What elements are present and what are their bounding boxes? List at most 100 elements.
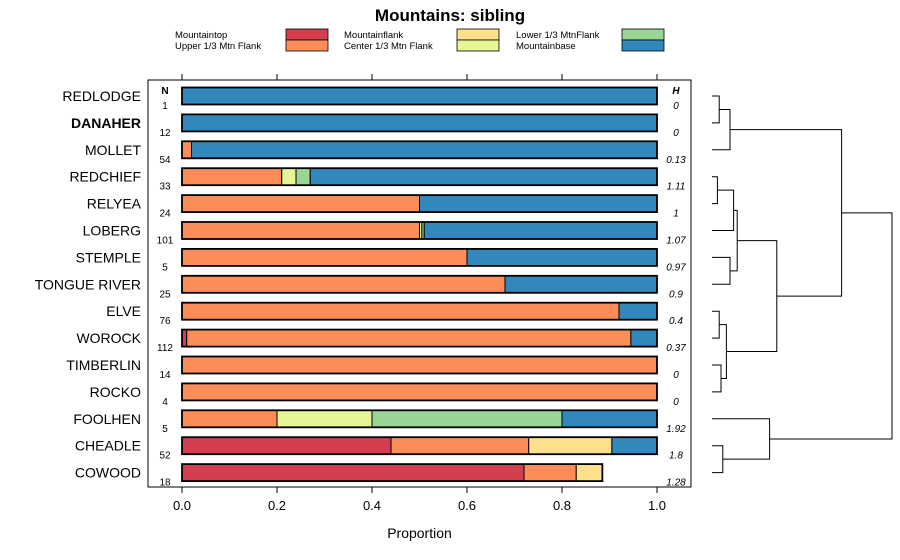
row-h-value: 1.07 <box>666 236 686 247</box>
row-h-value: 0.9 <box>669 289 683 300</box>
row-label: RELYEA <box>87 196 142 212</box>
bar-row-foolhen: FOOLHEN 5 1.92 <box>73 409 686 435</box>
bar-segment-upper-1-3-mtn-flank <box>181 382 658 401</box>
bar-outline <box>181 194 658 214</box>
dendrogram-link <box>712 108 731 151</box>
bar-segment-upper-1-3-mtn-flank <box>181 167 283 186</box>
row-n-value: 76 <box>159 316 171 327</box>
x-axis: 0.0 0.2 0.4 0.6 0.8 1.0 <box>173 74 666 513</box>
bar-segment-mountaintop <box>181 463 525 482</box>
legend-swatch-mountainbase <box>621 39 665 52</box>
bar-outline <box>181 221 658 240</box>
x-tick-label: 0.8 <box>553 498 571 513</box>
bar-row-timberlin: TIMBERLIN 14 0 <box>66 355 679 381</box>
bar-segment-upper-1-3-mtn-flank <box>181 194 420 213</box>
dendrogram-link <box>730 129 843 297</box>
row-label: COWOOD <box>75 465 141 481</box>
chart-title: Mountains: sibling <box>375 6 525 25</box>
x-tick-label: 0.4 <box>363 498 381 513</box>
bar-row-worock: WOROCK 112 0.37 <box>76 328 686 354</box>
bar-segment-mountainbase <box>181 87 658 105</box>
dendrogram-link <box>712 310 720 339</box>
dendrogram-link <box>726 240 778 353</box>
bar-segment-mountainbase <box>181 113 658 132</box>
bar-outline <box>181 355 658 375</box>
row-n-value: 12 <box>159 128 171 139</box>
row-label: STEMPLE <box>76 249 141 265</box>
bar-segment-center-1-3-mtn-flank <box>281 167 297 186</box>
row-h-value: 1.8 <box>669 451 683 462</box>
bar-row-tongue-river: TONGUE RIVER 25 0.9 <box>35 274 683 300</box>
bar-outline <box>181 140 658 160</box>
row-label: TONGUE RIVER <box>35 276 141 292</box>
bar-row-elve: ELVE 76 0.4 <box>106 301 683 327</box>
bar-segment-upper-1-3-mtn-flank <box>181 248 468 267</box>
dendrogram <box>712 95 893 474</box>
row-n-value: 5 <box>162 262 168 273</box>
row-h-value: 0 <box>673 101 679 112</box>
dendrogram-link <box>769 212 893 440</box>
bar-segment-mountainflank <box>528 436 613 455</box>
x-tick-label: 1.0 <box>648 498 666 513</box>
bar-segment-mountainbase <box>630 329 658 348</box>
bar-row-mollet: MOLLET 54 0.13 <box>85 140 686 166</box>
row-n-value: 1 <box>162 101 168 112</box>
x-axis-title: Proportion <box>387 525 452 541</box>
bar-segment-mountainbase <box>618 302 658 321</box>
row-label: ROCKO <box>90 384 141 400</box>
row-label: TIMBERLIN <box>66 357 141 373</box>
bar-segment-upper-1-3-mtn-flank <box>181 275 506 294</box>
row-n-value: 112 <box>157 343 173 354</box>
row-label: ELVE <box>106 303 141 319</box>
bar-row-loberg: LOBERG 101 1.07 <box>83 221 686 247</box>
bar-segment-mountainbase <box>611 436 658 455</box>
dendrogram-link <box>719 324 727 379</box>
row-n-value: 18 <box>159 478 171 489</box>
legend-label-center-1-3-mtn-flank: Center 1/3 Mtn Flank <box>344 41 433 52</box>
legend-swatch-mountaintop <box>285 28 329 41</box>
row-n-value: 52 <box>159 451 171 462</box>
bar-segment-mountainbase <box>423 221 658 240</box>
bar-segment-upper-1-3-mtn-flank <box>181 302 620 321</box>
bar-segment-lower-1-3-mtnflank <box>371 409 563 428</box>
row-label: REDCHIEF <box>69 169 141 185</box>
row-h-value: 1.11 <box>667 182 686 193</box>
legend-swatch-center-1-3-mtn-flank <box>456 39 500 52</box>
row-h-value: 1 <box>673 209 679 220</box>
bar-segment-mountainbase <box>561 409 658 428</box>
bar-segment-mountainbase <box>419 194 658 213</box>
x-tick-label: 0.2 <box>268 498 286 513</box>
bar-row-relyea: RELYEA 24 1 <box>87 194 679 220</box>
bar-segment-mountainbase <box>191 140 658 159</box>
row-h-value: 1.28 <box>666 478 686 489</box>
bar-segment-upper-1-3-mtn-flank <box>181 356 658 374</box>
bar-segment-upper-1-3-mtn-flank <box>181 409 278 428</box>
bar-segment-lower-1-3-mtnflank <box>295 167 311 186</box>
dendrogram-link <box>712 364 722 393</box>
row-label: REDLODGE <box>62 88 141 104</box>
bar-outline <box>181 301 658 321</box>
row-label: DANAHER <box>71 115 141 131</box>
row-label: WOROCK <box>76 330 141 346</box>
bar-segment-upper-1-3-mtn-flank <box>390 436 530 455</box>
x-tick-label: 0.6 <box>458 498 476 513</box>
bar-outline <box>181 463 604 483</box>
legend-label-mountainflank: Mountainflank <box>344 30 403 41</box>
legend-label-mountaintop: Mountaintop <box>175 30 227 41</box>
row-h-value: 0.4 <box>669 316 683 327</box>
legend-label-upper-1-3-mtn-flank: Upper 1/3 Mtn Flank <box>175 41 261 52</box>
row-n-value: 25 <box>159 289 171 300</box>
legend-swatch-upper-1-3-mtn-flank <box>285 39 329 52</box>
bar-segment-mountainbase <box>309 167 658 186</box>
row-h-value: 1.92 <box>666 424 686 435</box>
bar-row-redlodge: REDLODGE 1 0 <box>62 86 679 112</box>
bar-segment-upper-1-3-mtn-flank <box>523 463 577 482</box>
bar-segment-mountainbase <box>504 275 658 294</box>
bar-segment-mountainflank <box>575 463 603 482</box>
n-column-header: N <box>161 86 168 97</box>
bar-outline <box>181 167 658 187</box>
bar-segment-mountaintop <box>181 436 392 455</box>
bar-row-stemple: STEMPLE 5 0.97 <box>76 247 686 273</box>
